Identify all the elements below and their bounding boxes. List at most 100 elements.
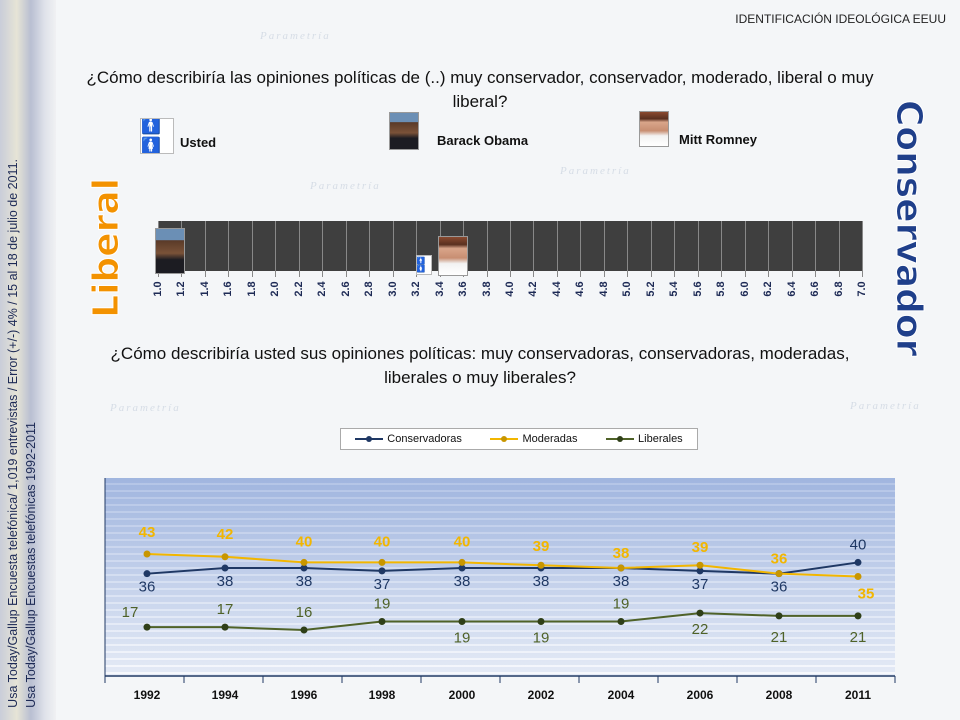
- data-point: [458, 558, 466, 566]
- sidebar-decoration: Usa Today/Gallup Encuesta telefónica/ 1,…: [0, 0, 56, 720]
- x-tick-label: 2000: [449, 688, 476, 702]
- question-2: ¿Cómo describiría usted sus opiniones po…: [110, 344, 850, 387]
- data-label: 39: [692, 539, 709, 556]
- data-point: [458, 618, 466, 626]
- data-point: [221, 553, 229, 561]
- scale-tick: [603, 221, 605, 277]
- scale-tick: [744, 221, 746, 277]
- data-point: [300, 626, 308, 634]
- scale-tick: [838, 221, 840, 277]
- data-label: 22: [692, 621, 709, 638]
- plot-shade: [105, 478, 895, 675]
- legend-item-moderadas: Moderadas: [490, 433, 577, 445]
- usted-scale-marker: 🚹🚺: [415, 255, 432, 275]
- data-label: 21: [771, 629, 788, 646]
- data-point: [378, 618, 386, 626]
- data-point: [143, 550, 151, 558]
- data-point: [696, 561, 704, 569]
- data-point: [378, 567, 386, 575]
- data-label: 40: [454, 533, 471, 550]
- x-tick-label: 1998: [369, 688, 396, 702]
- data-label: 21: [850, 629, 867, 646]
- data-point: [775, 612, 783, 620]
- x-tick-label: 2002: [528, 688, 555, 702]
- data-label: 36: [771, 579, 788, 596]
- watermark: Parametría: [850, 400, 921, 412]
- data-label: 38: [613, 573, 630, 590]
- legend-usted: Usted: [180, 135, 217, 150]
- scale-tick: [251, 221, 253, 277]
- data-point: [617, 564, 625, 572]
- data-label: 38: [296, 573, 313, 590]
- scale-tick: [721, 221, 723, 277]
- data-label: 38: [533, 573, 550, 590]
- data-point: [378, 558, 386, 566]
- data-label: 17: [122, 604, 139, 621]
- x-tick-label: 1994: [212, 688, 239, 702]
- data-label: 37: [374, 576, 391, 593]
- series-line-moderadas: [146, 552, 859, 578]
- scale-tick: [228, 221, 230, 277]
- data-point: [775, 570, 783, 578]
- scale-tick: [345, 221, 347, 277]
- series-line-conservadoras: [146, 561, 859, 575]
- x-tick-label: 1996: [291, 688, 318, 702]
- scale-tick: [815, 221, 817, 277]
- data-label: 38: [454, 573, 471, 590]
- series-line-liberales: [147, 612, 858, 631]
- data-label: 43: [139, 524, 156, 541]
- data-label: 42: [217, 526, 234, 543]
- data-label: 17: [217, 601, 234, 618]
- scale-tick: [204, 221, 206, 277]
- data-point: [537, 561, 545, 569]
- scale-tick: [791, 221, 793, 277]
- scale-tick: [627, 221, 629, 277]
- data-label: 40: [296, 533, 313, 550]
- person-icon: 🚹🚺: [140, 118, 174, 154]
- data-label: 38: [217, 573, 234, 590]
- scale-tick: [580, 221, 582, 277]
- data-label: 40: [374, 533, 391, 550]
- legend-item-conservadoras: Conservadoras: [355, 433, 462, 445]
- scale-tick: [510, 221, 511, 277]
- watermark: Parametría: [110, 402, 181, 414]
- data-label: 40: [850, 536, 867, 553]
- scale-tick: [697, 221, 699, 277]
- legend-item-liberales: Liberales: [606, 433, 683, 445]
- obama-photo: [389, 112, 419, 150]
- legend-obama: Barack Obama: [437, 133, 529, 148]
- data-point: [617, 618, 625, 626]
- data-label: 39: [533, 538, 550, 555]
- data-point: [854, 558, 862, 566]
- data-label: 19: [454, 630, 471, 647]
- scale-tick: [298, 221, 300, 277]
- x-tick-label: 2011: [845, 688, 871, 702]
- scale-tick: [392, 221, 394, 277]
- data-label: 19: [374, 596, 391, 613]
- data-point: [300, 558, 308, 566]
- scale-tick: [650, 221, 652, 277]
- data-point: [854, 612, 862, 620]
- romney-scale-marker: [438, 236, 469, 276]
- scale-tick: [862, 221, 863, 277]
- data-point: [696, 609, 704, 617]
- data-point: [221, 623, 229, 631]
- scale-tick: [416, 221, 418, 277]
- data-point: [300, 564, 308, 572]
- legend-romney: Mitt Romney: [679, 132, 757, 147]
- data-label: 37: [692, 576, 709, 593]
- data-point: [696, 567, 704, 575]
- x-tick-label: 2008: [766, 688, 793, 702]
- x-tick-label: 2004: [608, 688, 635, 702]
- scale-tick: [275, 221, 277, 277]
- data-point: [537, 618, 545, 626]
- page-header-title: IDENTIFICACIÓN IDEOLÓGICA EEUU: [735, 12, 946, 26]
- watermark: Parametría: [560, 165, 631, 177]
- scale-tick: [486, 221, 488, 277]
- data-point: [143, 623, 151, 631]
- data-label: 19: [613, 596, 630, 613]
- obama-scale-marker: [154, 228, 185, 274]
- scale-tick: [369, 221, 371, 277]
- watermark: Parametría: [260, 30, 331, 42]
